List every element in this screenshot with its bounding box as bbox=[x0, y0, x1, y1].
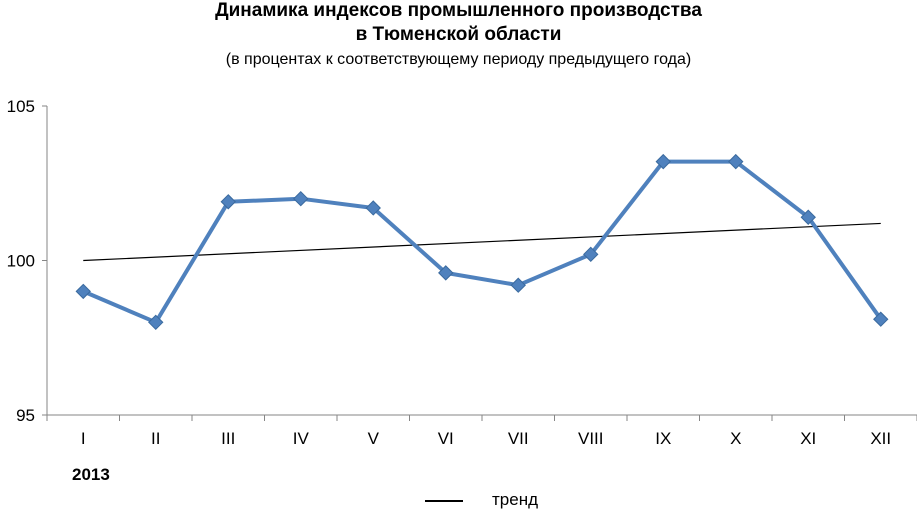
data-point bbox=[293, 190, 309, 207]
x-tick-label: V bbox=[368, 429, 380, 448]
data-point bbox=[873, 311, 889, 327]
x-tick-label: I bbox=[81, 429, 86, 448]
legend-trend-label: тренд bbox=[492, 490, 539, 509]
series-line bbox=[82, 159, 883, 325]
x-tick-label: XII bbox=[870, 429, 891, 448]
data-point bbox=[655, 153, 671, 170]
x-tick-label: II bbox=[151, 429, 160, 448]
chart-title-line1: Динамика индексов промышленного производ… bbox=[215, 0, 702, 21]
x-tick-label: VIII bbox=[578, 429, 604, 448]
data-point bbox=[438, 265, 454, 281]
x-tick-label: IX bbox=[655, 429, 671, 448]
chart-title-line2: в Тюменской области bbox=[355, 24, 562, 45]
data-point bbox=[75, 283, 91, 300]
chart-subtitle: (в процентах к соответствующему периоду … bbox=[225, 51, 692, 68]
y-tick-label: 95 bbox=[16, 406, 35, 425]
legend-trend-swatch bbox=[425, 500, 463, 502]
data-point bbox=[800, 209, 816, 225]
data-point bbox=[583, 246, 599, 263]
data-point bbox=[510, 277, 526, 293]
data-point bbox=[365, 200, 381, 216]
x-tick-label: XI bbox=[800, 429, 816, 448]
year-label: 2013 bbox=[72, 465, 110, 484]
y-tick-label: 105 bbox=[7, 97, 35, 116]
legend: тренд bbox=[425, 489, 625, 513]
x-tick-label: IV bbox=[293, 429, 310, 448]
x-tick-label: VII bbox=[508, 429, 529, 448]
data-point bbox=[728, 153, 744, 170]
y-tick-label: 100 bbox=[7, 252, 35, 271]
data-point bbox=[220, 194, 236, 210]
trend-line bbox=[83, 222, 881, 262]
x-tick-label: III bbox=[221, 429, 235, 448]
x-tick-label: VI bbox=[438, 429, 454, 448]
x-tick-label: X bbox=[730, 429, 741, 448]
data-point bbox=[148, 314, 164, 331]
